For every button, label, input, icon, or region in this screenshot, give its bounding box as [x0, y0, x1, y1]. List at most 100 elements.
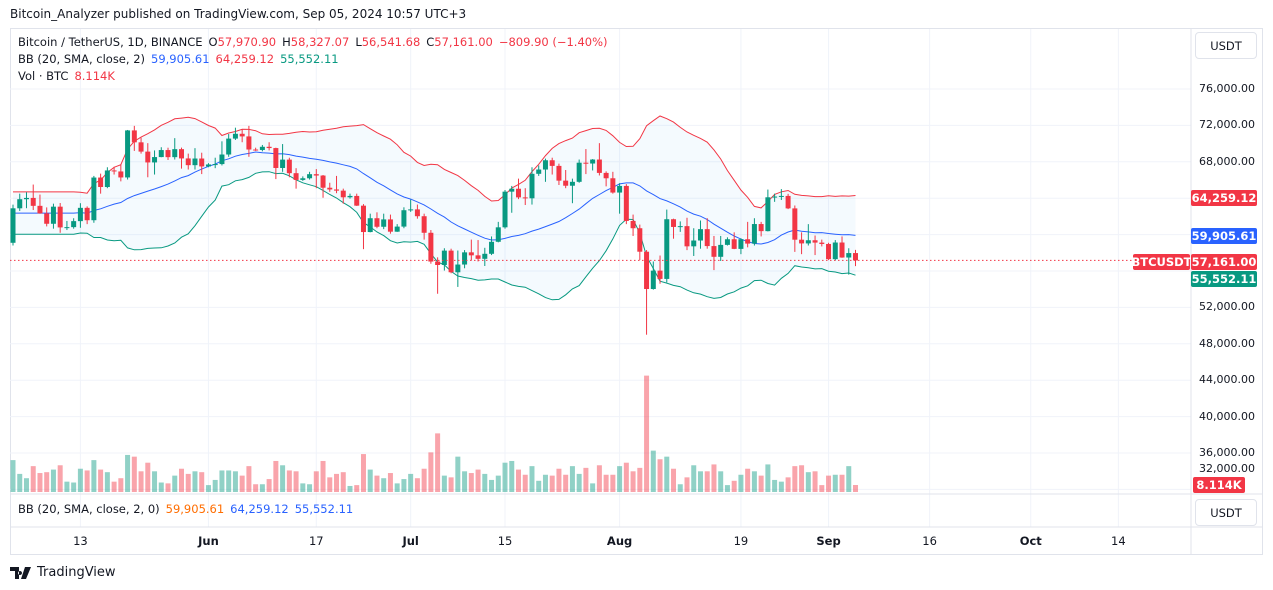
volume-bar — [104, 472, 110, 492]
candle-body — [455, 264, 461, 273]
candle-body — [10, 208, 16, 243]
candle-body — [509, 188, 515, 192]
candle-body — [91, 177, 97, 221]
volume-bar — [394, 483, 400, 492]
candle-body — [428, 232, 434, 262]
candle-body — [84, 207, 90, 221]
volume-bar — [158, 482, 164, 492]
currency-unit-button[interactable]: USDT — [1195, 32, 1257, 59]
candle-body — [785, 195, 791, 209]
time-tick: Sep — [816, 534, 841, 548]
volume-bar — [313, 471, 319, 492]
candle-body — [37, 205, 43, 214]
volume-bar — [428, 452, 434, 492]
candle-body — [468, 252, 474, 256]
volume-bar — [327, 477, 333, 492]
volume-bar — [77, 468, 83, 492]
volume-bar — [623, 462, 629, 492]
candle-body — [778, 195, 784, 197]
candle-body — [772, 196, 778, 198]
volume-bar — [37, 473, 43, 492]
tradingview-logo[interactable]: TradingView — [10, 565, 116, 580]
time-tick: 15 — [497, 534, 513, 548]
candle-body — [697, 229, 703, 241]
volume-bar — [556, 468, 562, 492]
candle-body — [17, 199, 23, 209]
volume-bar — [300, 483, 306, 492]
volume-bar — [125, 454, 131, 492]
legend-volume[interactable]: Vol · BTC 8.114K — [18, 69, 115, 83]
volume-bar — [455, 456, 461, 492]
symbol-tag: BTCUSDT — [1131, 254, 1192, 270]
candle-body — [596, 159, 602, 173]
volume-bar — [145, 462, 151, 492]
candle-body — [489, 241, 495, 254]
volume-bar — [152, 471, 158, 492]
candle-body — [603, 172, 609, 179]
candle-body — [219, 154, 225, 165]
volume-bar — [347, 485, 353, 492]
volume-bar — [246, 466, 252, 492]
volume-bar — [421, 468, 427, 492]
candle-body — [381, 219, 387, 227]
volume-bar — [64, 481, 70, 492]
volume-bar — [435, 433, 441, 492]
candle-body — [637, 228, 643, 252]
candle-body — [71, 221, 77, 228]
candle-body — [556, 165, 562, 181]
candle-body — [819, 242, 825, 244]
volume-bar — [71, 482, 77, 492]
time-tick: Oct — [1019, 534, 1042, 548]
candle-body — [246, 136, 252, 150]
volume-bar — [387, 473, 393, 492]
legend-open: 57,970.90 — [217, 35, 277, 49]
volume-bar — [266, 479, 272, 492]
volume-bar — [226, 470, 232, 492]
candle-body — [677, 226, 683, 228]
legend-symbol: Bitcoin / TetherUS, 1D, BINANCE — [18, 35, 203, 49]
price-tick: 52,000.00 — [1199, 300, 1255, 314]
candle-body — [354, 195, 360, 206]
candle-body — [610, 178, 616, 193]
price-tick: 40,000.00 — [1199, 409, 1255, 423]
lower-pane-unit-button[interactable]: USDT — [1195, 499, 1257, 526]
lower-pane-legend[interactable]: BB (20, SMA, close, 2, 0) 59,905.61 64,259… — [18, 502, 354, 516]
price-tick: 44,000.00 — [1199, 373, 1255, 387]
candle-body — [414, 209, 420, 217]
volume-bar — [307, 484, 313, 492]
candle-body — [293, 173, 299, 180]
candle-body — [441, 250, 447, 265]
candle-body — [394, 226, 400, 232]
volume-bar — [697, 471, 703, 492]
volume-bar — [644, 375, 650, 492]
volume-bar — [232, 471, 238, 492]
volume-bar — [529, 466, 535, 492]
volume-bar — [273, 460, 279, 492]
volume-bar — [839, 474, 845, 492]
candle-body — [812, 240, 818, 243]
volume-bar — [192, 471, 198, 492]
candle-body — [590, 159, 596, 164]
candle-body — [145, 151, 151, 163]
volume-bar — [637, 467, 643, 492]
legend-bb[interactable]: BB (20, SMA, close, 2) 59,905.61 64,259.12… — [18, 52, 339, 66]
volume-bar — [360, 454, 366, 492]
candle-body — [745, 239, 751, 244]
volume-bar — [199, 472, 205, 492]
volume-bar — [778, 481, 784, 492]
volume-bar — [448, 477, 454, 492]
volume-bar — [576, 473, 582, 492]
volume-bar — [509, 460, 515, 492]
candle-body — [448, 250, 454, 273]
time-tick: 14 — [1111, 534, 1126, 548]
candle-body — [502, 191, 508, 228]
candle-body — [286, 159, 292, 174]
candle-body — [563, 180, 569, 186]
volume-bar — [684, 477, 690, 492]
candle-body — [549, 160, 555, 166]
volume-bar — [118, 478, 124, 492]
volume-bar — [522, 474, 528, 492]
candle-body — [569, 181, 575, 186]
candle-body — [30, 197, 36, 206]
